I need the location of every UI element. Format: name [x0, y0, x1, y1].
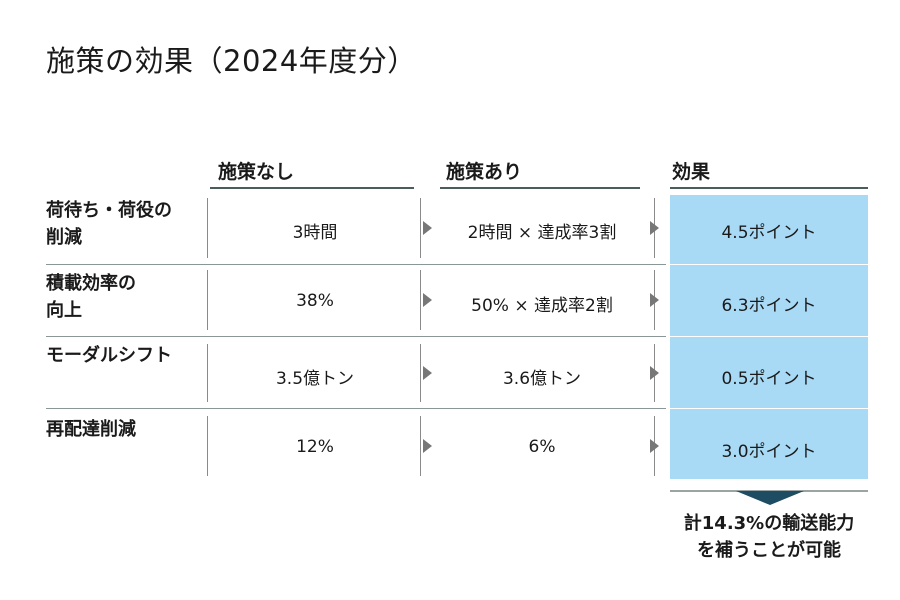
cell-effect: 0.5ポイント: [721, 369, 817, 389]
page-title: 施策の効果（2024年度分）: [46, 44, 417, 78]
row-label-wait-time: 荷待ち・荷役の 削減: [46, 200, 172, 248]
cell-divider: [420, 416, 421, 476]
effect-row-divider: [670, 264, 868, 265]
arrow-right-icon: [423, 221, 432, 235]
arrow-right-icon: [650, 293, 659, 307]
arrow-down-icon: [736, 491, 804, 505]
row-label-redelivery: 再配達削減: [46, 419, 136, 440]
effect-row-divider: [670, 408, 868, 409]
row-divider: [46, 408, 666, 409]
row-divider: [46, 336, 666, 337]
cell-after: 2時間 × 達成率3割: [467, 223, 617, 243]
arrow-right-icon: [423, 366, 432, 380]
row-label-modal-shift: モーダルシフト: [46, 345, 172, 366]
cell-divider: [420, 344, 421, 402]
cell-divider: [207, 270, 208, 330]
cell-before: 12%: [296, 437, 334, 457]
arrow-right-icon: [650, 366, 659, 380]
cell-divider: [207, 416, 208, 476]
column-header-rule-effect: [670, 187, 868, 189]
cell-divider: [420, 198, 421, 258]
row-divider: [46, 264, 666, 265]
column-header-rule-before: [210, 187, 414, 189]
conclusion-text: 計14.3%の輸送能力 を補うことが可能: [683, 513, 855, 561]
cell-divider: [420, 270, 421, 330]
cell-after: 50% × 達成率2割: [471, 296, 613, 316]
effect-row-divider: [670, 336, 868, 337]
arrow-right-icon: [423, 293, 432, 307]
cell-before: 38%: [296, 291, 334, 311]
effect-column-highlight: [670, 195, 868, 479]
cell-before: 3時間: [292, 223, 338, 243]
arrow-right-icon: [423, 439, 432, 453]
cell-after: 3.6億トン: [502, 369, 582, 389]
row-label-load-efficiency: 積載効率の 向上: [46, 273, 136, 321]
column-header-before: 施策なし: [218, 161, 295, 183]
cell-effect: 6.3ポイント: [721, 296, 817, 316]
cell-divider: [207, 198, 208, 258]
arrow-right-icon: [650, 439, 659, 453]
cell-effect: 3.0ポイント: [721, 442, 817, 462]
column-header-after: 施策あり: [446, 161, 523, 183]
cell-before: 3.5億トン: [275, 369, 355, 389]
cell-after: 6%: [528, 437, 556, 457]
cell-divider: [207, 344, 208, 402]
column-header-effect: 効果: [672, 161, 711, 183]
cell-effect: 4.5ポイント: [721, 223, 817, 243]
arrow-right-icon: [650, 221, 659, 235]
column-header-rule-after: [440, 187, 640, 189]
